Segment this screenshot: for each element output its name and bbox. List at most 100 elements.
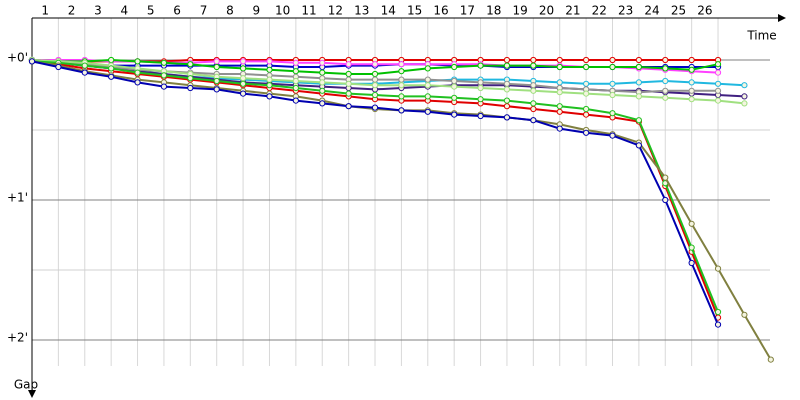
point bbox=[266, 58, 273, 65]
x-tick-label: 24 bbox=[644, 4, 659, 18]
point bbox=[81, 69, 88, 76]
point bbox=[55, 63, 62, 71]
x-tick-label: 17 bbox=[460, 4, 475, 18]
point bbox=[213, 86, 220, 93]
point bbox=[319, 87, 326, 94]
point bbox=[530, 100, 537, 107]
point bbox=[714, 265, 722, 272]
point bbox=[398, 82, 405, 89]
point bbox=[81, 62, 88, 69]
point bbox=[609, 91, 616, 99]
point bbox=[187, 61, 194, 68]
point bbox=[688, 79, 695, 86]
point bbox=[398, 68, 405, 75]
point bbox=[556, 89, 563, 96]
point bbox=[451, 83, 458, 90]
point bbox=[583, 63, 590, 71]
point bbox=[503, 80, 511, 87]
point bbox=[345, 90, 352, 97]
x-tick-label: 11 bbox=[301, 4, 316, 18]
x-tick-label: 16 bbox=[433, 4, 448, 18]
x-tick-label: 5 bbox=[147, 4, 155, 18]
point bbox=[714, 321, 722, 328]
point bbox=[213, 77, 220, 85]
point bbox=[583, 80, 590, 87]
point bbox=[239, 90, 247, 97]
point bbox=[108, 65, 115, 72]
point bbox=[688, 259, 695, 267]
point bbox=[398, 61, 405, 68]
point bbox=[319, 79, 326, 86]
x-tick-label: 25 bbox=[671, 4, 686, 18]
point bbox=[319, 59, 326, 66]
point bbox=[688, 87, 695, 94]
point bbox=[662, 174, 669, 181]
point bbox=[688, 220, 695, 227]
point bbox=[371, 82, 379, 89]
point bbox=[239, 80, 247, 87]
point bbox=[451, 77, 458, 85]
point bbox=[714, 69, 722, 76]
point bbox=[662, 87, 669, 94]
point bbox=[556, 103, 563, 110]
x-tick-label: 1 bbox=[41, 4, 49, 18]
point bbox=[741, 93, 748, 100]
point bbox=[371, 104, 379, 111]
x-tick-label: 9 bbox=[252, 4, 260, 18]
point bbox=[583, 105, 590, 113]
point bbox=[319, 100, 326, 107]
point bbox=[477, 96, 484, 103]
point bbox=[371, 70, 379, 78]
point bbox=[160, 83, 168, 90]
point bbox=[292, 59, 299, 66]
x-tick-label: 6 bbox=[173, 4, 181, 18]
point bbox=[503, 103, 511, 110]
point bbox=[556, 56, 563, 64]
point bbox=[345, 80, 352, 87]
point bbox=[556, 63, 563, 71]
x-tick-label: 4 bbox=[121, 4, 129, 18]
x-axis-label: Time bbox=[746, 29, 776, 43]
point bbox=[688, 56, 695, 64]
point bbox=[635, 56, 642, 64]
point bbox=[503, 86, 511, 93]
point bbox=[688, 66, 695, 73]
series bbox=[28, 58, 722, 328]
series bbox=[28, 56, 722, 78]
point bbox=[583, 90, 590, 97]
x-tick-label: 13 bbox=[354, 4, 369, 18]
x-tick-label: 22 bbox=[592, 4, 607, 18]
series bbox=[28, 56, 748, 107]
point bbox=[292, 68, 299, 75]
point bbox=[714, 80, 722, 87]
y-tick-label: +1' bbox=[7, 191, 28, 205]
point bbox=[266, 82, 273, 89]
point bbox=[292, 97, 299, 104]
point bbox=[398, 76, 405, 83]
point bbox=[635, 63, 642, 71]
point bbox=[477, 112, 484, 120]
point bbox=[134, 58, 141, 65]
point bbox=[662, 196, 669, 204]
x-tick-label: 21 bbox=[565, 4, 580, 18]
point bbox=[662, 94, 669, 101]
point bbox=[503, 62, 511, 69]
x-tick-label: 20 bbox=[539, 4, 554, 18]
point bbox=[741, 311, 748, 318]
x-tick-label: 3 bbox=[94, 4, 102, 18]
point bbox=[714, 308, 722, 316]
y-tick-label: +0' bbox=[7, 51, 28, 65]
point bbox=[556, 108, 563, 115]
x-tick-label: 2 bbox=[68, 4, 76, 18]
point bbox=[609, 80, 616, 87]
point bbox=[583, 129, 590, 136]
point bbox=[714, 61, 722, 68]
point bbox=[424, 82, 431, 89]
point bbox=[609, 132, 616, 139]
point bbox=[583, 56, 590, 64]
point bbox=[503, 114, 511, 121]
point bbox=[583, 111, 590, 118]
x-axis-arrow bbox=[778, 14, 786, 22]
point bbox=[160, 72, 168, 79]
y-tick-label: +2' bbox=[7, 331, 28, 345]
